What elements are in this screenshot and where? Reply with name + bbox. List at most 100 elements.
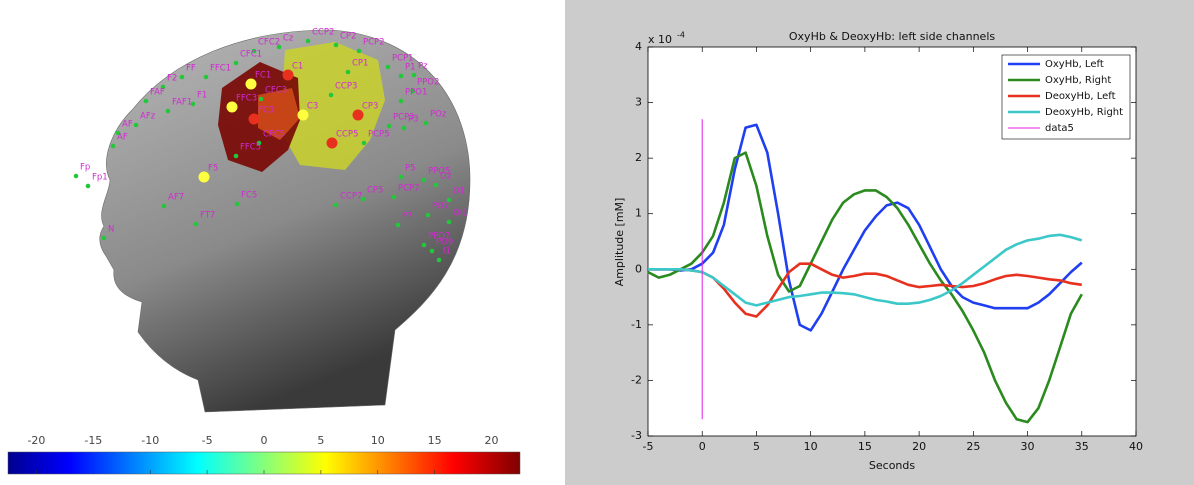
electrode-label: P7: [402, 212, 413, 222]
electrode-label: CCP7: [340, 192, 362, 202]
electrode: [256, 140, 262, 146]
series-line: [648, 262, 1082, 318]
electrode: [101, 235, 107, 241]
y-tick-label: 1: [635, 207, 642, 220]
electrode: [401, 125, 407, 131]
electrode: [248, 113, 260, 125]
electrode-label: F1: [197, 91, 207, 101]
electrode: [446, 219, 452, 225]
electrode-label: AFz: [140, 112, 156, 122]
colorbar-tick-label: 0: [261, 434, 268, 447]
x-tick-label: 40: [1129, 440, 1143, 453]
electrode-label: CFC2: [258, 38, 280, 48]
electrode-label: PCP2: [363, 38, 385, 48]
electrode: [411, 72, 417, 78]
electrode: [305, 38, 311, 44]
legend-label: OxyHb, Left: [1045, 59, 1104, 70]
electrode-label: C1: [292, 62, 303, 72]
legend-label: DeoxyHb, Left: [1045, 91, 1116, 102]
electrode-label: F5: [208, 164, 218, 174]
colorbar-tick-label: -5: [202, 434, 213, 447]
electrode: [73, 173, 79, 179]
electrode-label: N: [108, 225, 114, 235]
electrode: [226, 101, 238, 113]
electrode: [356, 48, 362, 54]
y-tick-label: -2: [631, 373, 642, 386]
electrode-label: PCP7: [398, 184, 420, 194]
electrode: [115, 130, 121, 136]
electrode: [276, 44, 282, 50]
x-axis-label: Seconds: [869, 459, 915, 472]
electrode-label: AF: [117, 133, 128, 143]
y-tick-label: -1: [631, 318, 642, 331]
electrode: [421, 242, 427, 248]
electrode-label: CP5: [367, 186, 383, 196]
electrode: [446, 197, 452, 203]
electrode-label: PPO2: [417, 78, 439, 88]
electrode-label: CP1: [352, 59, 368, 69]
electrode-label: P1: [405, 63, 416, 73]
colorbar-tick-label: -10: [141, 434, 159, 447]
electrode: [352, 109, 364, 121]
electrode: [386, 123, 392, 129]
electrode-label: FC3: [258, 106, 274, 116]
activation-high: [280, 42, 385, 170]
electrode-label: FT7: [200, 211, 215, 221]
electrode: [258, 96, 264, 102]
electrode: [297, 109, 309, 121]
electrode: [398, 73, 404, 79]
legend-label: data5: [1045, 123, 1074, 134]
electrode-label: PPO7: [428, 232, 450, 242]
legend-label: OxyHb, Right: [1045, 75, 1111, 86]
y-tick-label: 2: [635, 151, 642, 164]
electrode: [333, 42, 339, 48]
electrode: [85, 183, 91, 189]
electrode: [391, 194, 397, 200]
chart-title: OxyHb & DeoxyHb: left side channels: [789, 30, 995, 43]
electrode-label: OI1: [453, 209, 468, 219]
electrode-label: Cz: [283, 34, 294, 44]
electrode: [421, 177, 427, 183]
electrode: [398, 174, 404, 180]
electrode-label: FAF1: [172, 98, 192, 108]
electrode: [398, 98, 404, 104]
electrode-label: CFC5: [263, 130, 285, 140]
electrode: [233, 60, 239, 66]
electrode-label: FF: [186, 64, 196, 74]
electrode-label: PO9: [436, 238, 453, 248]
y-tick-label: 4: [635, 40, 642, 53]
x-tick-label: 0: [699, 440, 706, 453]
electrode-label: AF: [122, 120, 133, 130]
electrode-label: FC5: [241, 191, 257, 201]
electrode: [143, 98, 149, 104]
x-tick-label: 5: [753, 440, 760, 453]
electrode: [234, 201, 240, 207]
electrode-label: CP3: [362, 102, 378, 112]
x-tick-label: 10: [804, 440, 818, 453]
electrode-label: P5: [405, 164, 416, 174]
electrode-label: FC1: [255, 71, 271, 81]
electrode: [395, 222, 401, 228]
electrode: [423, 120, 429, 126]
electrode: [361, 140, 367, 146]
electrode: [436, 257, 442, 263]
y-axis-label: Amplitude [mM]: [613, 198, 626, 287]
x-tick-label: 20: [912, 440, 926, 453]
electrode: [360, 196, 366, 202]
electrode-label: FFC1: [210, 64, 231, 74]
electrode: [198, 171, 210, 183]
electrode: [160, 84, 166, 90]
electrode-label: FFC5: [240, 143, 261, 153]
electrode-label: Pz: [418, 62, 428, 72]
electrode: [328, 92, 334, 98]
x-tick-label: 25: [966, 440, 980, 453]
electrode-label: PCP1: [392, 54, 414, 64]
electrode-label: PPO5: [428, 167, 450, 177]
electrode: [345, 69, 351, 75]
colorbar-tick-label: 15: [428, 434, 442, 447]
electrode-label: Oz: [440, 172, 452, 182]
y-tick-label: -3: [631, 429, 642, 442]
colorbar-tick-label: -15: [84, 434, 102, 447]
electrode: [193, 221, 199, 227]
